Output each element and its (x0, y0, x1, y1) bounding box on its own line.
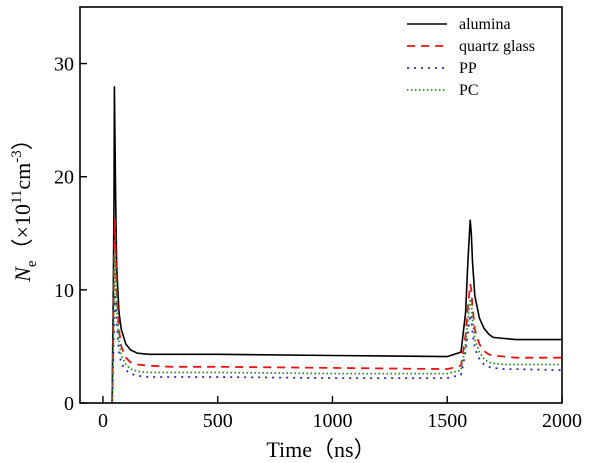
plot-frame (79, 6, 563, 404)
x-tick-label: 500 (203, 410, 233, 432)
series-line-PC (111, 255, 562, 404)
plot-lines (111, 86, 563, 404)
y-axis-unit-mid: cm (10, 163, 35, 190)
axis-ticks: 0 500 1000 1500 2000 0 10 20 30 (54, 54, 582, 432)
legend-label: PC (459, 82, 479, 99)
x-tick-label: 2000 (542, 410, 582, 432)
y-tick-label: 0 (64, 393, 74, 415)
y-axis-symbol: N (10, 266, 35, 283)
y-axis-unit-exponent: -3 (9, 150, 25, 163)
y-tick-label: 20 (54, 167, 74, 189)
series-line-quartz-glass (111, 219, 562, 404)
y-tick-label: 10 (54, 280, 74, 302)
y-axis-exponent: 11 (9, 190, 25, 204)
x-tick-label: 0 (98, 410, 108, 432)
y-tick-label: 30 (54, 54, 74, 76)
y-axis-unit-suffix: ） (10, 128, 35, 150)
legend-label: alumina (459, 16, 511, 33)
legend: alumina quartz glass PP PC (407, 16, 535, 99)
y-axis-unit-prefix: （×10 (10, 204, 35, 260)
series-line-PP (111, 289, 563, 404)
x-axis-title: Time（ns） (266, 437, 375, 462)
series-line-alumina (111, 86, 562, 404)
x-tick-label: 1500 (427, 410, 467, 432)
legend-label: quartz glass (459, 38, 535, 55)
y-axis-title: Ne（×1011cm-3） (9, 128, 40, 283)
y-axis-subscript: e (24, 260, 40, 267)
legend-label: PP (459, 60, 477, 77)
x-tick-label: 1000 (312, 410, 352, 432)
